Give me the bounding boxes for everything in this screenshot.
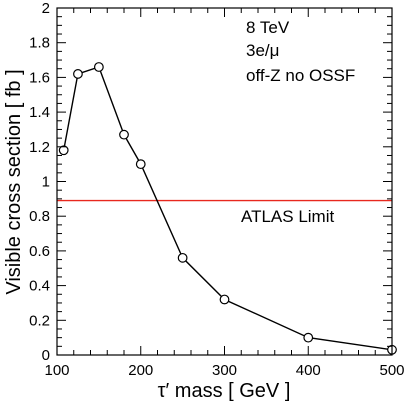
x-tick-label: 300 (212, 362, 237, 379)
y-tick-label: 1 (42, 174, 50, 191)
annotation-energy: 8 TeV (246, 18, 290, 37)
y-tick-label: 1.8 (29, 35, 50, 52)
series-layer (58, 62, 397, 355)
series-line-0 (63, 66, 393, 351)
y-axis-title: Visible cross section [ fb ] (3, 69, 25, 294)
annotation-channel: 3e/μ (246, 41, 279, 60)
reference-line-label: ATLAS Limit (241, 207, 334, 226)
y-tick-label: 0.4 (29, 278, 50, 295)
data-point (219, 294, 230, 305)
y-tick-label: 0.2 (29, 312, 50, 329)
data-point (73, 69, 83, 79)
data-point (119, 129, 129, 140)
data-point (303, 332, 314, 343)
data-point (135, 159, 146, 170)
y-tick-label: 2 (42, 0, 50, 17)
annotation-selection: off-Z no OSSF (246, 66, 355, 85)
data-point (177, 252, 188, 263)
y-tick-label: 1.2 (29, 139, 50, 156)
tick-layer: 100 200 300 400 500 0 0.2 0.4 0.6 0.8 1 1.2 1.4 1.6 1.… (29, 0, 404, 379)
y-tick-label: 1.6 (29, 69, 50, 86)
x-tick-label: 200 (128, 362, 153, 379)
data-point (93, 62, 104, 72)
x-tick-label: 100 (44, 362, 69, 379)
x-tick-label: 400 (296, 362, 321, 379)
y-tick-label: 0.8 (29, 208, 50, 225)
x-axis-title: τ′ mass [ GeV ] (158, 380, 291, 402)
x-tick-label: 500 (379, 362, 404, 379)
y-tick-label: 0 (42, 347, 50, 364)
y-tick-label: 1.4 (29, 104, 50, 121)
data-point (58, 145, 69, 156)
y-tick-label: 0.6 (29, 243, 50, 260)
